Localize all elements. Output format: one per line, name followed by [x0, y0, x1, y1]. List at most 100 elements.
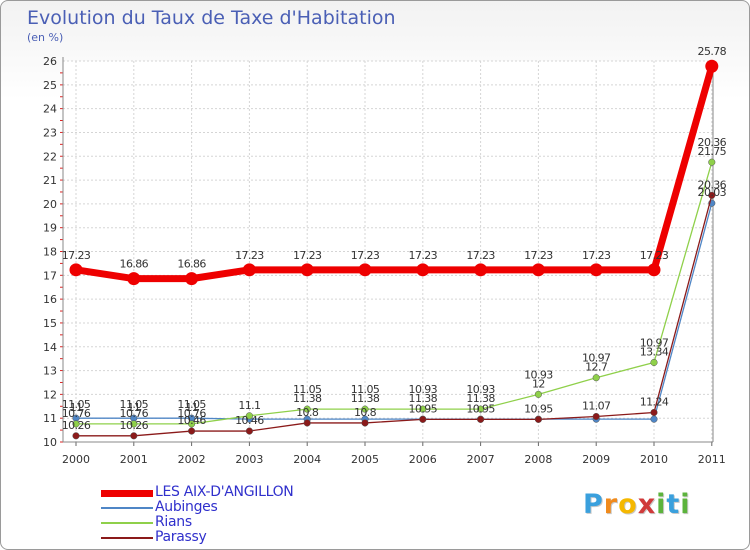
proxiti-logo: Proxiti: [583, 489, 691, 520]
y-tick-label: 21: [43, 174, 57, 187]
data-label-2-1: 10.76: [120, 407, 149, 420]
data-label-2-4: 11.38: [293, 392, 322, 405]
data-label-extra-4: 11.05: [351, 383, 380, 396]
legend-swatch: [101, 489, 153, 497]
y-tick-label: 23: [43, 126, 57, 139]
x-tick-label: 2001: [120, 453, 148, 466]
data-label-extra-9: 10.97: [640, 336, 669, 349]
logo-letter: i: [656, 489, 667, 520]
data-label-3-10: 11.24: [640, 395, 669, 408]
data-point-2-3: [245, 412, 253, 420]
y-tick-label: 24: [43, 103, 57, 116]
data-label-3-7: 10.95: [466, 402, 495, 415]
data-point-0-11: [705, 59, 719, 73]
data-point-2-1: [130, 420, 138, 428]
data-point-0-6: [416, 263, 430, 277]
data-label-0-3: 17.23: [235, 249, 264, 262]
logo-letter: x: [637, 489, 657, 520]
data-point-3-10: [650, 408, 658, 417]
data-point-0-7: [474, 263, 488, 277]
data-point-3-3: [245, 427, 253, 435]
data-label-3-11: 20.36: [698, 178, 727, 191]
series-line-2: [76, 162, 713, 425]
data-point-3-7: [477, 415, 485, 423]
data-label-1-2: 11: [185, 401, 198, 414]
series: [69, 59, 719, 440]
data-point-2-5: [361, 405, 369, 413]
legend-label: Aubinges: [155, 499, 218, 515]
data-label-0-1: 16.86: [120, 258, 149, 271]
y-tick-label: 16: [43, 293, 57, 306]
data-label-2-9: 12.7: [585, 361, 608, 374]
logo-letter: P: [583, 489, 604, 520]
y-tick-label: 20: [43, 198, 57, 211]
data-label-3-3: 10.46: [235, 414, 264, 427]
data-label-1-11: 20.03: [698, 186, 727, 199]
y-axis-unit: (en %): [27, 31, 64, 44]
data-label-3-0: 10.26: [62, 419, 91, 432]
data-point-3-1: [130, 432, 138, 440]
y-tick-label: 17: [43, 269, 57, 282]
data-label-2-2: 10.76: [177, 407, 206, 420]
data-point-2-10: [650, 358, 658, 367]
data-label-0-11: 25.78: [698, 45, 727, 58]
data-point-3-8: [534, 415, 542, 423]
data-point-0-8: [531, 263, 545, 277]
data-label-extra-3: 11.05: [293, 383, 322, 396]
y-tick-label: 14: [43, 341, 57, 354]
data-label-1-1: 11: [127, 401, 140, 414]
data-label-0-7: 17.23: [466, 249, 495, 262]
data-point-0-4: [300, 263, 314, 277]
data-label-3-6: 10.95: [409, 402, 438, 415]
data-point-0-5: [358, 263, 372, 277]
logo-letter: r: [603, 489, 619, 520]
x-tick-label: 2003: [235, 453, 263, 466]
x-tick-label: 2010: [640, 453, 668, 466]
data-point-2-7: [477, 405, 485, 413]
data-point-0-2: [185, 272, 199, 286]
legend-swatch: [101, 537, 153, 539]
data-point-3-0: [72, 432, 80, 440]
y-tick-label: 25: [43, 79, 57, 92]
data-label-2-3: 11.1: [238, 399, 260, 412]
y-tick-label: 10: [43, 436, 57, 449]
data-label-extra-6: 10.93: [466, 383, 495, 396]
series-line-3: [76, 195, 713, 437]
y-tick-label: 13: [43, 365, 57, 378]
legend-label: Parassy: [155, 529, 207, 545]
data-label-extra-2: 11.05: [177, 398, 206, 411]
y-tick-label: 11: [43, 412, 57, 425]
data-label-extra-10: 20.36: [698, 136, 727, 149]
legend-label: Rians: [155, 514, 192, 530]
data-label-2-8: 12: [532, 377, 545, 390]
legend-swatch: [101, 507, 153, 509]
data-point-3-4: [303, 419, 311, 427]
data-point-0-9: [589, 263, 603, 277]
data-label-0-8: 17.23: [524, 249, 553, 262]
logo-letter: i: [680, 489, 691, 520]
data-point-3-5: [361, 419, 369, 427]
data-label-2-0: 10.76: [62, 407, 91, 420]
data-label-0-10: 17.23: [640, 249, 669, 262]
data-point-2-2: [188, 420, 196, 428]
data-label-1-0: 11: [70, 401, 83, 414]
data-label-extra-1: 11.05: [120, 398, 149, 411]
legend-label: LES AIX-D'ANGILLON: [155, 484, 294, 500]
data-label-extra-8: 10.97: [582, 352, 611, 365]
axes: 10 11 12 13 14 15 16 17 18 19 20 21 22 23 24 25 26 2000 20…: [43, 55, 726, 466]
data-point-2-6: [419, 405, 427, 413]
data-labels: 17.23 16.86 16.86 17.23 17.23 17.23 17.23 17.23…: [62, 45, 727, 432]
x-tick-label: 2008: [524, 453, 552, 466]
data-label-3-9: 11.07: [582, 400, 611, 413]
x-tick-label: 2005: [351, 453, 379, 466]
data-point-2-8: [534, 390, 542, 398]
x-tick-label: 2002: [178, 453, 206, 466]
data-label-0-4: 17.23: [293, 249, 322, 262]
data-point-3-2: [188, 427, 196, 435]
data-label-2-5: 11.38: [351, 392, 380, 405]
data-point-2-4: [303, 405, 311, 413]
data-label-3-2: 10.46: [177, 414, 206, 427]
data-label-0-2: 16.86: [177, 258, 206, 271]
data-label-3-8: 10.95: [524, 402, 553, 415]
